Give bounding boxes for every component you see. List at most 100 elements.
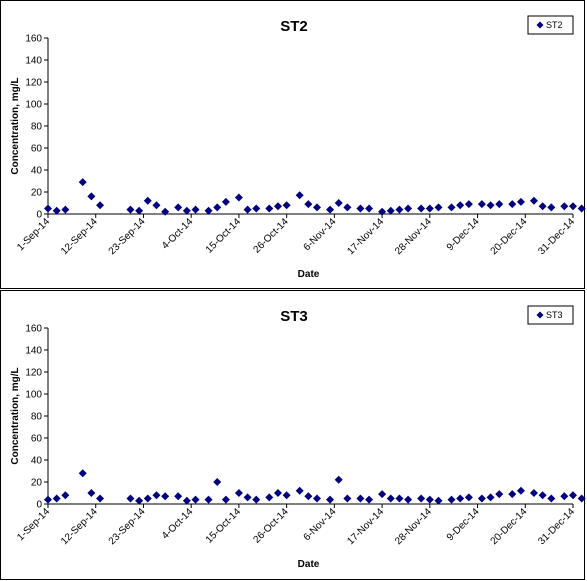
data-point — [456, 201, 465, 210]
y-tick-label: 160 — [25, 34, 42, 45]
x-tick-label: 15-Oct-14 — [204, 506, 244, 546]
x-tick-label: 26-Oct-14 — [252, 506, 292, 546]
data-point — [87, 192, 96, 201]
data-point — [560, 492, 569, 501]
data-point — [243, 493, 252, 502]
data-point — [152, 201, 161, 210]
chart-panel-st3: ST3 0 20 40 60 80 100 120 140 160 1-Sep-14 12-Sep-1… — [0, 290, 586, 580]
data-point — [456, 494, 465, 503]
x-tick-label: 28-Nov-14 — [393, 216, 434, 257]
data-point — [61, 205, 70, 214]
chart-title: ST3 — [280, 308, 308, 325]
data-point — [365, 495, 374, 504]
data-point — [174, 492, 183, 501]
data-point — [234, 193, 243, 202]
data-point — [61, 491, 70, 500]
data-point — [569, 491, 577, 500]
data-point — [96, 201, 105, 210]
data-point — [126, 205, 135, 214]
x-axis-title: Date — [298, 269, 320, 280]
data-point — [295, 486, 304, 495]
data-point — [221, 495, 230, 504]
x-tick-label: 6-Nov-14 — [302, 216, 339, 253]
data-point — [404, 204, 413, 213]
data-point — [135, 496, 144, 505]
data-point — [234, 489, 243, 497]
y-tick-label: 140 — [25, 56, 42, 67]
data-point — [282, 491, 291, 500]
data-point — [434, 496, 443, 505]
data-point — [52, 494, 61, 503]
data-point — [78, 178, 87, 187]
y-tick-label: 40 — [31, 456, 43, 467]
data-point — [486, 493, 495, 502]
x-tick-label: 12-Sep-14 — [59, 216, 100, 257]
x-tick-label: 23-Sep-14 — [107, 216, 148, 257]
data-point — [191, 205, 200, 214]
y-tick-label: 60 — [31, 434, 43, 445]
data-point — [386, 206, 395, 215]
data-point — [221, 197, 230, 206]
data-point — [96, 494, 105, 503]
x-tick-label: 23-Sep-14 — [107, 506, 148, 547]
data-point — [434, 203, 443, 212]
data-point — [334, 475, 343, 484]
x-tick-label: 28-Nov-14 — [393, 506, 434, 547]
data-point — [425, 495, 434, 504]
x-tick-label: 9-Dec-14 — [445, 506, 482, 543]
data-point — [464, 200, 473, 209]
x-tick-label: 17-Nov-14 — [345, 506, 386, 547]
x-tick-label: 31-Dec-14 — [536, 506, 577, 547]
data-point — [529, 196, 538, 205]
legend-marker — [536, 311, 544, 319]
data-point — [52, 206, 61, 215]
data-point — [143, 494, 152, 503]
y-tick-label: 0 — [36, 500, 42, 511]
y-tick-label: 60 — [31, 144, 43, 155]
legend-box — [527, 15, 574, 35]
data-point — [404, 495, 413, 504]
data-point — [78, 469, 87, 478]
legend-label: ST3 — [546, 310, 563, 320]
y-tick-label: 100 — [25, 390, 42, 401]
data-point — [87, 489, 96, 497]
data-point — [135, 206, 144, 215]
data-point — [182, 206, 191, 215]
data-point — [304, 492, 313, 501]
data-point — [538, 202, 547, 211]
data-point — [378, 207, 387, 216]
data-point — [495, 490, 504, 499]
legend-label: ST2 — [546, 20, 563, 30]
y-tick-label: 160 — [25, 324, 42, 335]
chart-st2: ST2 0 20 40 60 80 100 120 140 160 1-Sep-14 12-Sep-1… — [10, 15, 586, 280]
data-point — [326, 495, 335, 504]
data-point — [447, 495, 456, 504]
data-point — [213, 203, 222, 212]
data-point — [547, 203, 556, 212]
x-tick-label: 9-Dec-14 — [445, 216, 482, 253]
x-tick-label: 12-Sep-14 — [59, 506, 100, 547]
data-point — [508, 490, 517, 499]
data-point — [191, 495, 200, 504]
data-point — [243, 205, 252, 214]
data-point — [547, 494, 556, 503]
data-point — [213, 478, 222, 486]
x-tick-label: 4-Oct-14 — [160, 506, 196, 542]
data-point — [326, 205, 335, 214]
x-tick-label: 20-Dec-14 — [489, 506, 530, 547]
x-tick-label: 17-Nov-14 — [345, 216, 386, 257]
data-point — [477, 200, 486, 209]
y-axis-title: Concentration, mg/L — [10, 367, 21, 464]
data-point — [304, 200, 313, 209]
y-tick-label: 100 — [25, 100, 42, 111]
data-point — [378, 490, 387, 499]
chart-panel-st2: ST2 0 20 40 60 80 100 120 140 160 1-Sep-14 12-Sep-1… — [0, 0, 586, 289]
x-tick-label: 1-Sep-14 — [15, 216, 52, 253]
data-point — [425, 204, 434, 213]
data-point — [477, 494, 486, 503]
y-tick-label: 140 — [25, 346, 42, 357]
chart-title: ST2 — [280, 18, 308, 35]
data-point — [529, 489, 538, 497]
chart-st3: ST3 0 20 40 60 80 100 120 140 160 1-Sep-14 12-Sep-1… — [10, 305, 586, 570]
data-point — [356, 494, 365, 503]
